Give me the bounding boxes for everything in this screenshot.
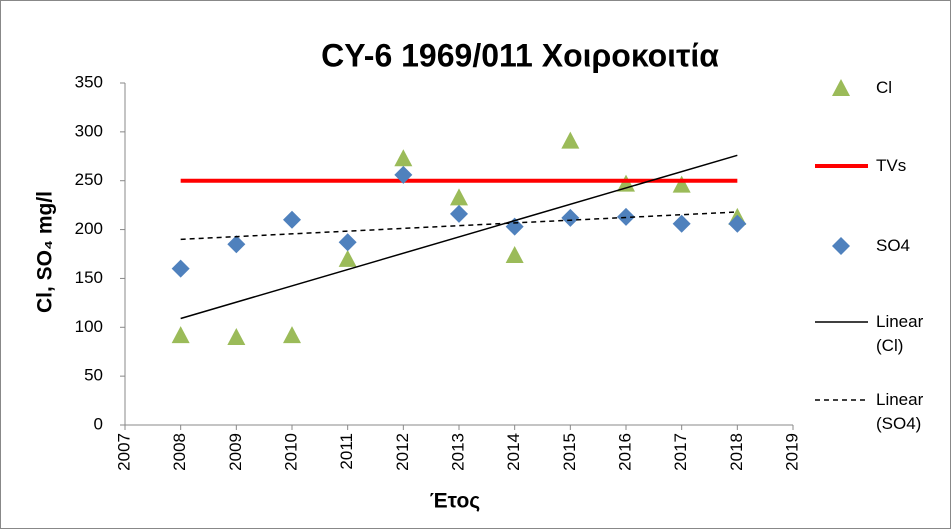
data-point [338,249,357,267]
data-point [450,204,468,223]
data-point [505,217,524,236]
data-point [505,245,524,263]
y-tick-label: 100 [75,317,103,336]
data-point [672,214,691,233]
data-point [394,149,413,167]
x-tick-label: 2017 [671,433,690,471]
series-line [180,154,738,320]
data-point [672,175,691,193]
y-tick-label: 300 [75,121,103,140]
y-axis-label: Cl, SO₄ mg/l [34,191,57,313]
x-tick-label: 2007 [114,433,133,471]
data-point [394,165,413,184]
x-axis-label: Έτος [430,490,481,513]
legend-label: Linear (SO4) [876,390,924,433]
y-tick-label: 350 [75,72,103,91]
data-point [171,259,190,278]
y-tick-label: 200 [75,219,103,238]
x-tick-label: 2014 [504,433,523,471]
legend-label: TVs [876,156,907,175]
data-point [561,131,580,149]
x-tick-label: 2018 [727,433,746,471]
legend-symbol [832,79,850,96]
x-tick-label: 2010 [281,433,300,471]
data-point [561,208,580,227]
x-tick-label: 2009 [226,433,245,471]
data-point [171,326,190,344]
x-tick-label: 2013 [448,433,467,471]
series-line [180,211,738,241]
data-point [227,328,246,346]
x-tick-label: 2011 [337,433,356,470]
legend-label: SO4 [876,236,911,255]
data-point [728,214,747,233]
y-tick-label: 50 [84,366,103,385]
data-point [338,233,357,252]
y-tick-label: 150 [75,268,103,287]
x-tick-label: 2008 [170,433,189,471]
y-tick-label: 250 [75,170,103,189]
x-tick-label: 2016 [615,433,634,471]
data-point [283,326,301,344]
y-tick-label: 0 [94,414,103,433]
data-point [450,188,468,206]
legend-symbol [832,237,850,255]
x-tick-label: 2015 [560,433,579,471]
chart-title: CY-6 1969/011 Χοιροκοιτία [321,37,719,73]
legend-label: Linear (Cl) [876,312,924,355]
data-point [227,235,246,254]
x-tick-label: 2019 [782,433,801,471]
x-tick-label: 2012 [393,433,412,471]
data-point [283,210,301,229]
legend-label: Cl [876,78,893,97]
